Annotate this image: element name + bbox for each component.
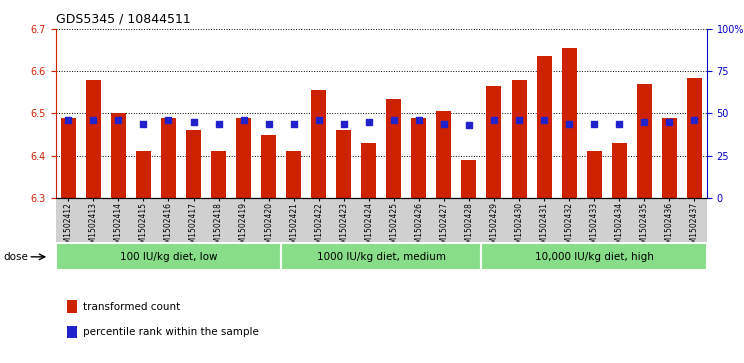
Point [187,119,199,125]
Bar [61,118,76,198]
Text: 10,000 IU/kg diet, high: 10,000 IU/kg diet, high [535,252,653,262]
Bar [411,118,426,198]
Bar [637,84,652,198]
Bar [161,118,176,198]
Bar [536,57,551,198]
Point [363,119,375,125]
Bar [661,118,677,198]
Point [538,117,550,123]
Point [237,117,249,123]
Bar [612,143,626,198]
Point [138,121,150,126]
Bar [136,151,151,198]
Point [589,121,600,126]
Text: GDS5345 / 10844511: GDS5345 / 10844511 [56,13,190,26]
Bar [461,160,476,198]
Bar [86,79,101,198]
Bar [211,151,226,198]
Bar [487,86,501,198]
Text: 1000 IU/kg diet, medium: 1000 IU/kg diet, medium [317,252,446,262]
Text: 100 IU/kg diet, low: 100 IU/kg diet, low [120,252,217,262]
Point [613,121,625,126]
Point [513,117,525,123]
Point [688,117,700,123]
Point [638,119,650,125]
Point [263,121,275,126]
Bar [512,79,527,198]
Point [62,117,74,123]
Point [413,117,425,123]
Bar [336,130,351,198]
Text: transformed count: transformed count [83,302,180,312]
Text: dose: dose [4,252,28,262]
Bar [261,135,276,198]
Bar [286,151,301,198]
Bar [362,143,376,198]
Point [563,121,575,126]
Bar [437,111,452,198]
Point [388,117,400,123]
Bar [186,130,201,198]
Point [438,121,450,126]
Point [162,117,174,123]
Point [87,117,99,123]
Bar [311,90,326,198]
Bar [111,113,126,198]
Bar [562,48,577,198]
Point [288,121,300,126]
Bar [236,118,251,198]
Point [112,117,124,123]
Point [312,117,324,123]
Bar [687,78,702,198]
Bar [386,99,401,198]
Point [488,117,500,123]
Point [463,122,475,128]
Bar [586,151,602,198]
Text: percentile rank within the sample: percentile rank within the sample [83,327,258,337]
Point [664,119,676,125]
Point [213,121,225,126]
Point [338,121,350,126]
